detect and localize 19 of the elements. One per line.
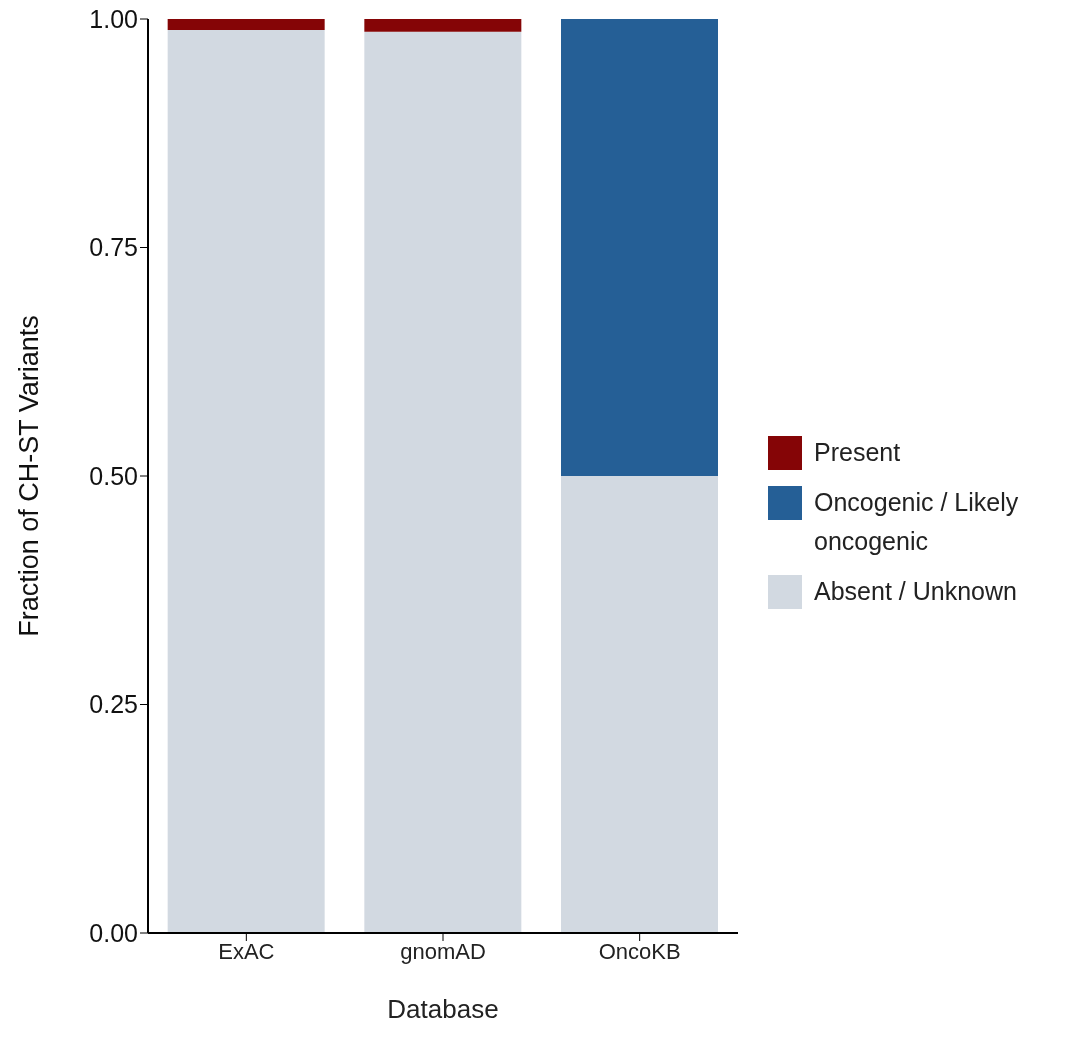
y-tick-label: 0.75	[89, 233, 138, 262]
legend-label: Present	[814, 436, 902, 468]
y-tick-label: 0.25	[89, 690, 138, 719]
x-tick-label: gnomAD	[400, 938, 486, 964]
bar	[364, 19, 522, 32]
y-tick-label: 0.00	[89, 918, 138, 947]
y-tick-label: 0.50	[89, 461, 138, 490]
y-axis-title: Fraction of CH-ST Variants	[13, 315, 44, 637]
y-tick-label: 1.00	[89, 4, 138, 33]
bar	[364, 31, 522, 933]
legend-label: Oncogenic / Likely oncogenic	[814, 486, 1020, 557]
bar	[561, 476, 718, 933]
x-tick-label: ExAC	[218, 938, 275, 964]
bar	[561, 19, 718, 476]
x-tick-label: OncoKB	[598, 938, 681, 964]
legend-label: Absent / Unknown	[814, 575, 1018, 607]
x-axis-title: Database	[387, 994, 499, 1024]
bar	[167, 29, 325, 933]
bar	[167, 19, 325, 30]
